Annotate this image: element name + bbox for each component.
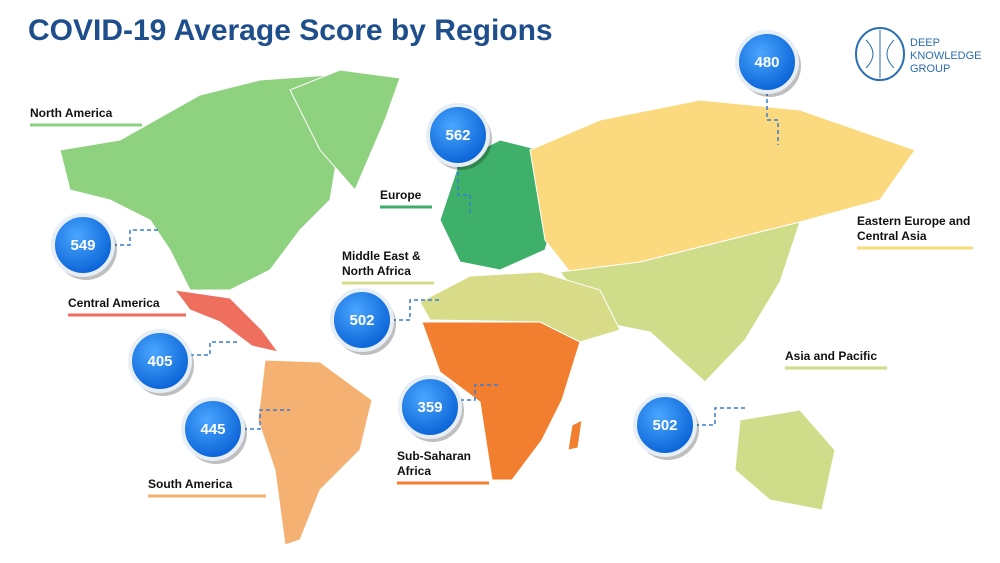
- connector: [243, 409, 290, 430]
- sub-saharan-africa: [421, 321, 581, 481]
- score: 502: [349, 312, 374, 329]
- score: 549: [70, 237, 95, 254]
- title: COVID-19 Average Score by Regions: [28, 14, 553, 47]
- continents: [59, 69, 916, 546]
- connector: [190, 341, 240, 356]
- score: 445: [200, 421, 225, 438]
- score: 359: [417, 399, 442, 416]
- score-bubble: [398, 375, 462, 439]
- region-label: Africa: [397, 464, 431, 478]
- region-label: Europe: [380, 188, 422, 202]
- north-america: [59, 74, 371, 291]
- region-label: Central Asia: [857, 229, 927, 243]
- region-label: Central America: [68, 296, 160, 310]
- score: 502: [652, 417, 677, 434]
- region-label: North America: [30, 106, 113, 120]
- connector: [392, 299, 440, 321]
- score-bubble: [128, 329, 192, 393]
- logo-text: KNOWLEDGE: [910, 50, 982, 62]
- score: 480: [754, 54, 779, 71]
- greenland: [289, 69, 401, 191]
- score: 562: [445, 127, 470, 144]
- asia-pacific: [559, 221, 801, 383]
- connector: [766, 92, 779, 145]
- logo-text: GROUP: [910, 63, 950, 75]
- region-label: South America: [148, 477, 233, 491]
- score-bubble: [181, 397, 245, 461]
- score-bubble: [735, 30, 799, 94]
- central-america: [173, 289, 280, 353]
- connector: [113, 229, 160, 246]
- connector: [457, 165, 471, 215]
- connector: [460, 384, 500, 401]
- eastern-europe-central-asia: [529, 99, 916, 273]
- north-africa: [419, 271, 621, 343]
- connector: [695, 407, 745, 426]
- score-bubble: [330, 288, 394, 352]
- score-bubble: [51, 213, 115, 277]
- region-label: North Africa: [342, 264, 411, 278]
- logo-text: DEEP: [910, 37, 940, 49]
- madagascar: [567, 419, 583, 451]
- score-bubble: [426, 103, 490, 167]
- south-america: [257, 359, 373, 546]
- region-label: Asia and Pacific: [785, 349, 877, 363]
- region-label: Middle East &: [342, 249, 421, 263]
- region-label: Eastern Europe and: [857, 214, 970, 228]
- region-label: Sub-Saharan: [397, 449, 471, 463]
- logo: DEEP KNOWLEDGE GROUP: [855, 27, 982, 81]
- score: 405: [147, 353, 172, 370]
- score-bubble: [633, 393, 697, 457]
- australia: [734, 409, 836, 511]
